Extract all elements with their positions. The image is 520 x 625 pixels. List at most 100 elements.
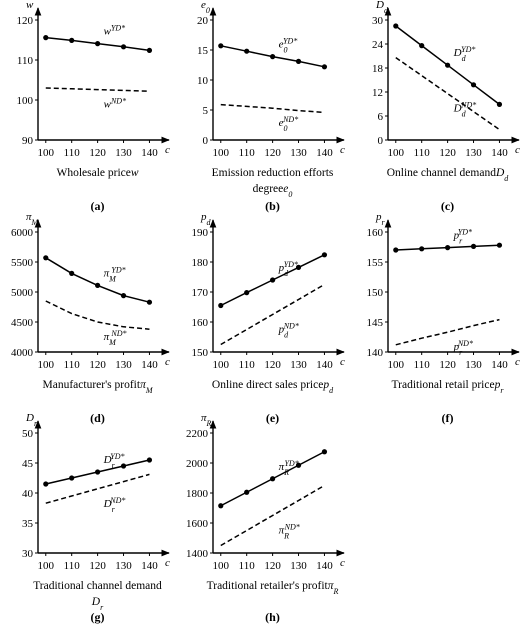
- x-tick-label: 140: [491, 359, 508, 371]
- panel-letter: (d): [90, 411, 105, 425]
- point: [69, 475, 75, 481]
- x-tick-label: 140: [141, 560, 158, 572]
- symbol-sup: ND*: [457, 339, 473, 348]
- point: [95, 282, 101, 288]
- symbol-sub: r: [34, 419, 38, 428]
- symbol-sub: R: [283, 467, 289, 476]
- series-label: πMYD*: [104, 265, 126, 283]
- y-tick-label: 145: [367, 317, 384, 329]
- symbol-base: p: [375, 211, 382, 223]
- x-tick-label: 120: [264, 359, 281, 371]
- x-tick-label: 130: [465, 359, 482, 371]
- symbol-sup: YD*: [110, 452, 124, 461]
- series-label: DdYD*: [453, 45, 476, 63]
- symbol-base: π: [26, 211, 32, 223]
- y-tick-label: 5500: [11, 257, 34, 269]
- series-label: pdND*: [278, 321, 299, 339]
- x-tick-label: 120: [439, 147, 456, 159]
- y-tick-label: 5000: [11, 287, 34, 299]
- symbol-sub: d: [329, 386, 334, 395]
- symbol-base: D: [453, 47, 462, 59]
- point: [295, 264, 302, 270]
- panel-letter: (h): [265, 610, 280, 624]
- point: [244, 48, 250, 54]
- symbol-sub: r: [382, 218, 386, 227]
- y-tick-label: 1800: [186, 488, 209, 500]
- symbol-base: π: [279, 461, 285, 473]
- x-tick-label: 110: [64, 147, 81, 159]
- symbol-base: e: [283, 183, 288, 195]
- y-tick-label: 5: [203, 105, 209, 117]
- y-tick-label: 1400: [186, 548, 209, 560]
- y-tick-label: 18: [372, 63, 384, 75]
- caption: Manufacturer's profitπM: [43, 379, 154, 395]
- x-tick-label: 130: [115, 147, 132, 159]
- x-tick-label: 120: [264, 147, 281, 159]
- x-tick-label: 110: [239, 147, 256, 159]
- point: [120, 463, 127, 469]
- point: [146, 457, 153, 463]
- y-tick-label: 6000: [11, 227, 34, 239]
- symbol-base: π: [104, 331, 110, 343]
- symbol-base: w: [131, 167, 139, 179]
- caption: Traditional retailer's profitπR: [207, 580, 339, 596]
- caption-text: Emission reduction efforts: [212, 167, 334, 179]
- symbol-sub: 0: [284, 45, 288, 54]
- caption: Dr: [91, 596, 104, 612]
- x-axis-label: c: [515, 144, 520, 156]
- y-tick-label: 180: [192, 257, 209, 269]
- x-axis-label: c: [340, 557, 345, 569]
- symbol-sup: YD*: [284, 260, 298, 269]
- symbol-base: e: [279, 117, 284, 129]
- caption: Online direct sales pricepd: [212, 379, 334, 395]
- caption-text: Manufacturer's profit: [43, 379, 141, 391]
- y-tick-label: 0: [378, 135, 384, 147]
- caption: Online channel demandDd: [387, 167, 510, 183]
- series-label: e0YD*: [279, 36, 298, 54]
- x-tick-label: 100: [38, 359, 55, 371]
- symbol-base: p: [453, 230, 460, 242]
- panel-letter: (a): [91, 199, 105, 213]
- series-label: wND*: [104, 96, 126, 111]
- symbol-sub: R: [283, 531, 289, 540]
- caption: degreee0: [253, 183, 293, 199]
- series-label: prYD*: [453, 227, 472, 245]
- x-tick-label: 110: [64, 359, 81, 371]
- y-tick-label: 30: [372, 15, 384, 27]
- point: [244, 290, 250, 296]
- y-tick-label: 90: [22, 135, 34, 147]
- symbol-sub: R: [332, 587, 338, 596]
- symbol-sub: R: [206, 419, 212, 428]
- symbol-sub: d: [384, 6, 389, 15]
- y-tick-label: 155: [367, 257, 384, 269]
- symbol-base: π: [328, 580, 335, 592]
- symbol-base: p: [494, 379, 501, 391]
- series-line: [395, 318, 500, 346]
- point: [321, 449, 328, 455]
- symbol-base: π: [279, 525, 285, 537]
- panel-letter: (g): [91, 610, 105, 624]
- symbol-sub: M: [108, 274, 117, 283]
- x-axis-label: c: [165, 557, 170, 569]
- y-tick-label: 12: [372, 87, 383, 99]
- y-tick-label: 190: [192, 227, 209, 239]
- symbol-sup: ND*: [110, 96, 126, 105]
- y-tick-label: 170: [192, 287, 209, 299]
- x-tick-label: 130: [115, 359, 132, 371]
- y-tick-label: 20: [197, 15, 209, 27]
- symbol-sub: d: [462, 54, 467, 63]
- symbol-base: D: [375, 0, 384, 11]
- symbol-sup: ND*: [282, 115, 298, 124]
- y-axis-label: pr: [375, 211, 386, 227]
- symbol-sup: ND*: [110, 329, 126, 338]
- y-axis-label: πR: [201, 412, 212, 428]
- y-tick-label: 2200: [186, 428, 209, 440]
- x-tick-label: 100: [213, 560, 230, 572]
- y-tick-label: 120: [17, 15, 34, 27]
- symbol-base: e: [279, 39, 284, 51]
- symbol-base: D: [103, 454, 112, 466]
- symbol-sub: 0: [288, 190, 292, 199]
